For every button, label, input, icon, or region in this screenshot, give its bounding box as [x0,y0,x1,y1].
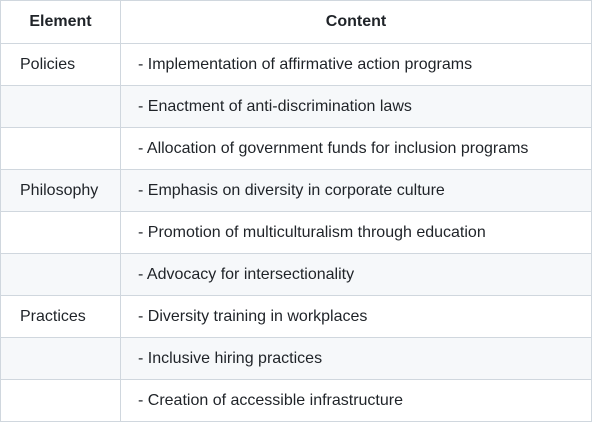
content-cell: - Diversity training in workplaces [120,295,592,338]
content-cell: - Advocacy for intersectionality [120,253,592,296]
table-row: - Creation of accessible infrastructure [0,379,592,422]
content-cell: - Creation of accessible infrastructure [120,379,592,422]
element-cell: Philosophy [0,169,121,212]
header-row: Element Content [0,0,592,44]
element-cell [0,211,121,254]
content-cell: - Allocation of government funds for inc… [120,127,592,170]
table-row: - Inclusive hiring practices [0,337,592,380]
table-row: Philosophy - Emphasis on diversity in co… [0,169,592,212]
element-cell: Policies [0,43,121,86]
content-cell: - Promotion of multiculturalism through … [120,211,592,254]
column-header-element: Element [0,0,121,44]
element-content-table: Element Content Policies - Implementatio… [0,0,592,422]
content-cell: - Implementation of affirmative action p… [120,43,592,86]
table-header: Element Content [0,0,592,44]
data-table-container: Element Content Policies - Implementatio… [0,0,592,422]
table-body: Policies - Implementation of affirmative… [0,43,592,422]
table-row: - Advocacy for intersectionality [0,253,592,296]
table-row: Policies - Implementation of affirmative… [0,43,592,86]
content-cell: - Enactment of anti-discrimination laws [120,85,592,128]
table-row: - Allocation of government funds for inc… [0,127,592,170]
element-cell [0,127,121,170]
table-row: - Enactment of anti-discrimination laws [0,85,592,128]
element-cell [0,253,121,296]
column-header-content: Content [120,0,592,44]
element-cell [0,85,121,128]
content-cell: - Inclusive hiring practices [120,337,592,380]
content-cell: - Emphasis on diversity in corporate cul… [120,169,592,212]
table-row: - Promotion of multiculturalism through … [0,211,592,254]
element-cell [0,337,121,380]
element-cell: Practices [0,295,121,338]
element-cell [0,379,121,422]
table-row: Practices - Diversity training in workpl… [0,295,592,338]
